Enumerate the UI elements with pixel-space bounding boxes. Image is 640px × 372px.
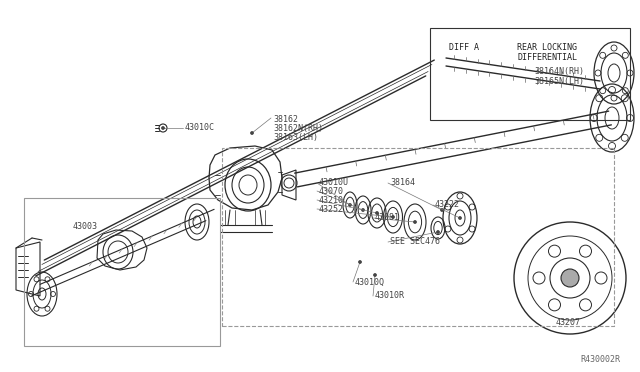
Circle shape — [362, 208, 365, 212]
Text: 38165N(LH): 38165N(LH) — [534, 77, 584, 86]
Text: 43010U: 43010U — [319, 178, 349, 187]
Text: SEE SEC476: SEE SEC476 — [390, 237, 440, 246]
Circle shape — [458, 217, 461, 219]
Circle shape — [413, 221, 417, 224]
Circle shape — [561, 269, 579, 287]
Text: DIFF A: DIFF A — [449, 43, 479, 52]
Text: 38162N(RH): 38162N(RH) — [273, 124, 323, 133]
Text: 43207: 43207 — [556, 318, 580, 327]
Bar — [222, 148, 614, 326]
Text: 43010R: 43010R — [375, 291, 405, 300]
Bar — [430, 28, 630, 120]
Circle shape — [349, 203, 351, 206]
Circle shape — [250, 131, 253, 135]
Circle shape — [161, 126, 164, 129]
Text: 43010C: 43010C — [185, 122, 215, 131]
Circle shape — [392, 215, 394, 218]
Circle shape — [440, 208, 444, 212]
Circle shape — [436, 231, 440, 234]
Bar — [24, 198, 220, 346]
Text: 43252: 43252 — [319, 205, 344, 214]
Circle shape — [374, 273, 376, 276]
Text: 43081: 43081 — [375, 213, 400, 222]
Text: 43210: 43210 — [319, 196, 344, 205]
Text: DIFFERENTIAL: DIFFERENTIAL — [517, 53, 577, 62]
Circle shape — [376, 212, 378, 215]
Text: 38164: 38164 — [390, 178, 415, 187]
Text: 43070: 43070 — [319, 187, 344, 196]
Text: 38162: 38162 — [273, 115, 298, 124]
Text: 38164N(RH): 38164N(RH) — [534, 67, 584, 76]
Text: 43222: 43222 — [435, 200, 460, 209]
Text: 43003: 43003 — [73, 222, 98, 231]
Text: R430002R: R430002R — [580, 355, 620, 364]
Text: 43010Q: 43010Q — [355, 278, 385, 287]
Text: 38163(LH): 38163(LH) — [273, 133, 318, 142]
Text: REAR LOCKING: REAR LOCKING — [517, 43, 577, 52]
Circle shape — [358, 260, 362, 263]
